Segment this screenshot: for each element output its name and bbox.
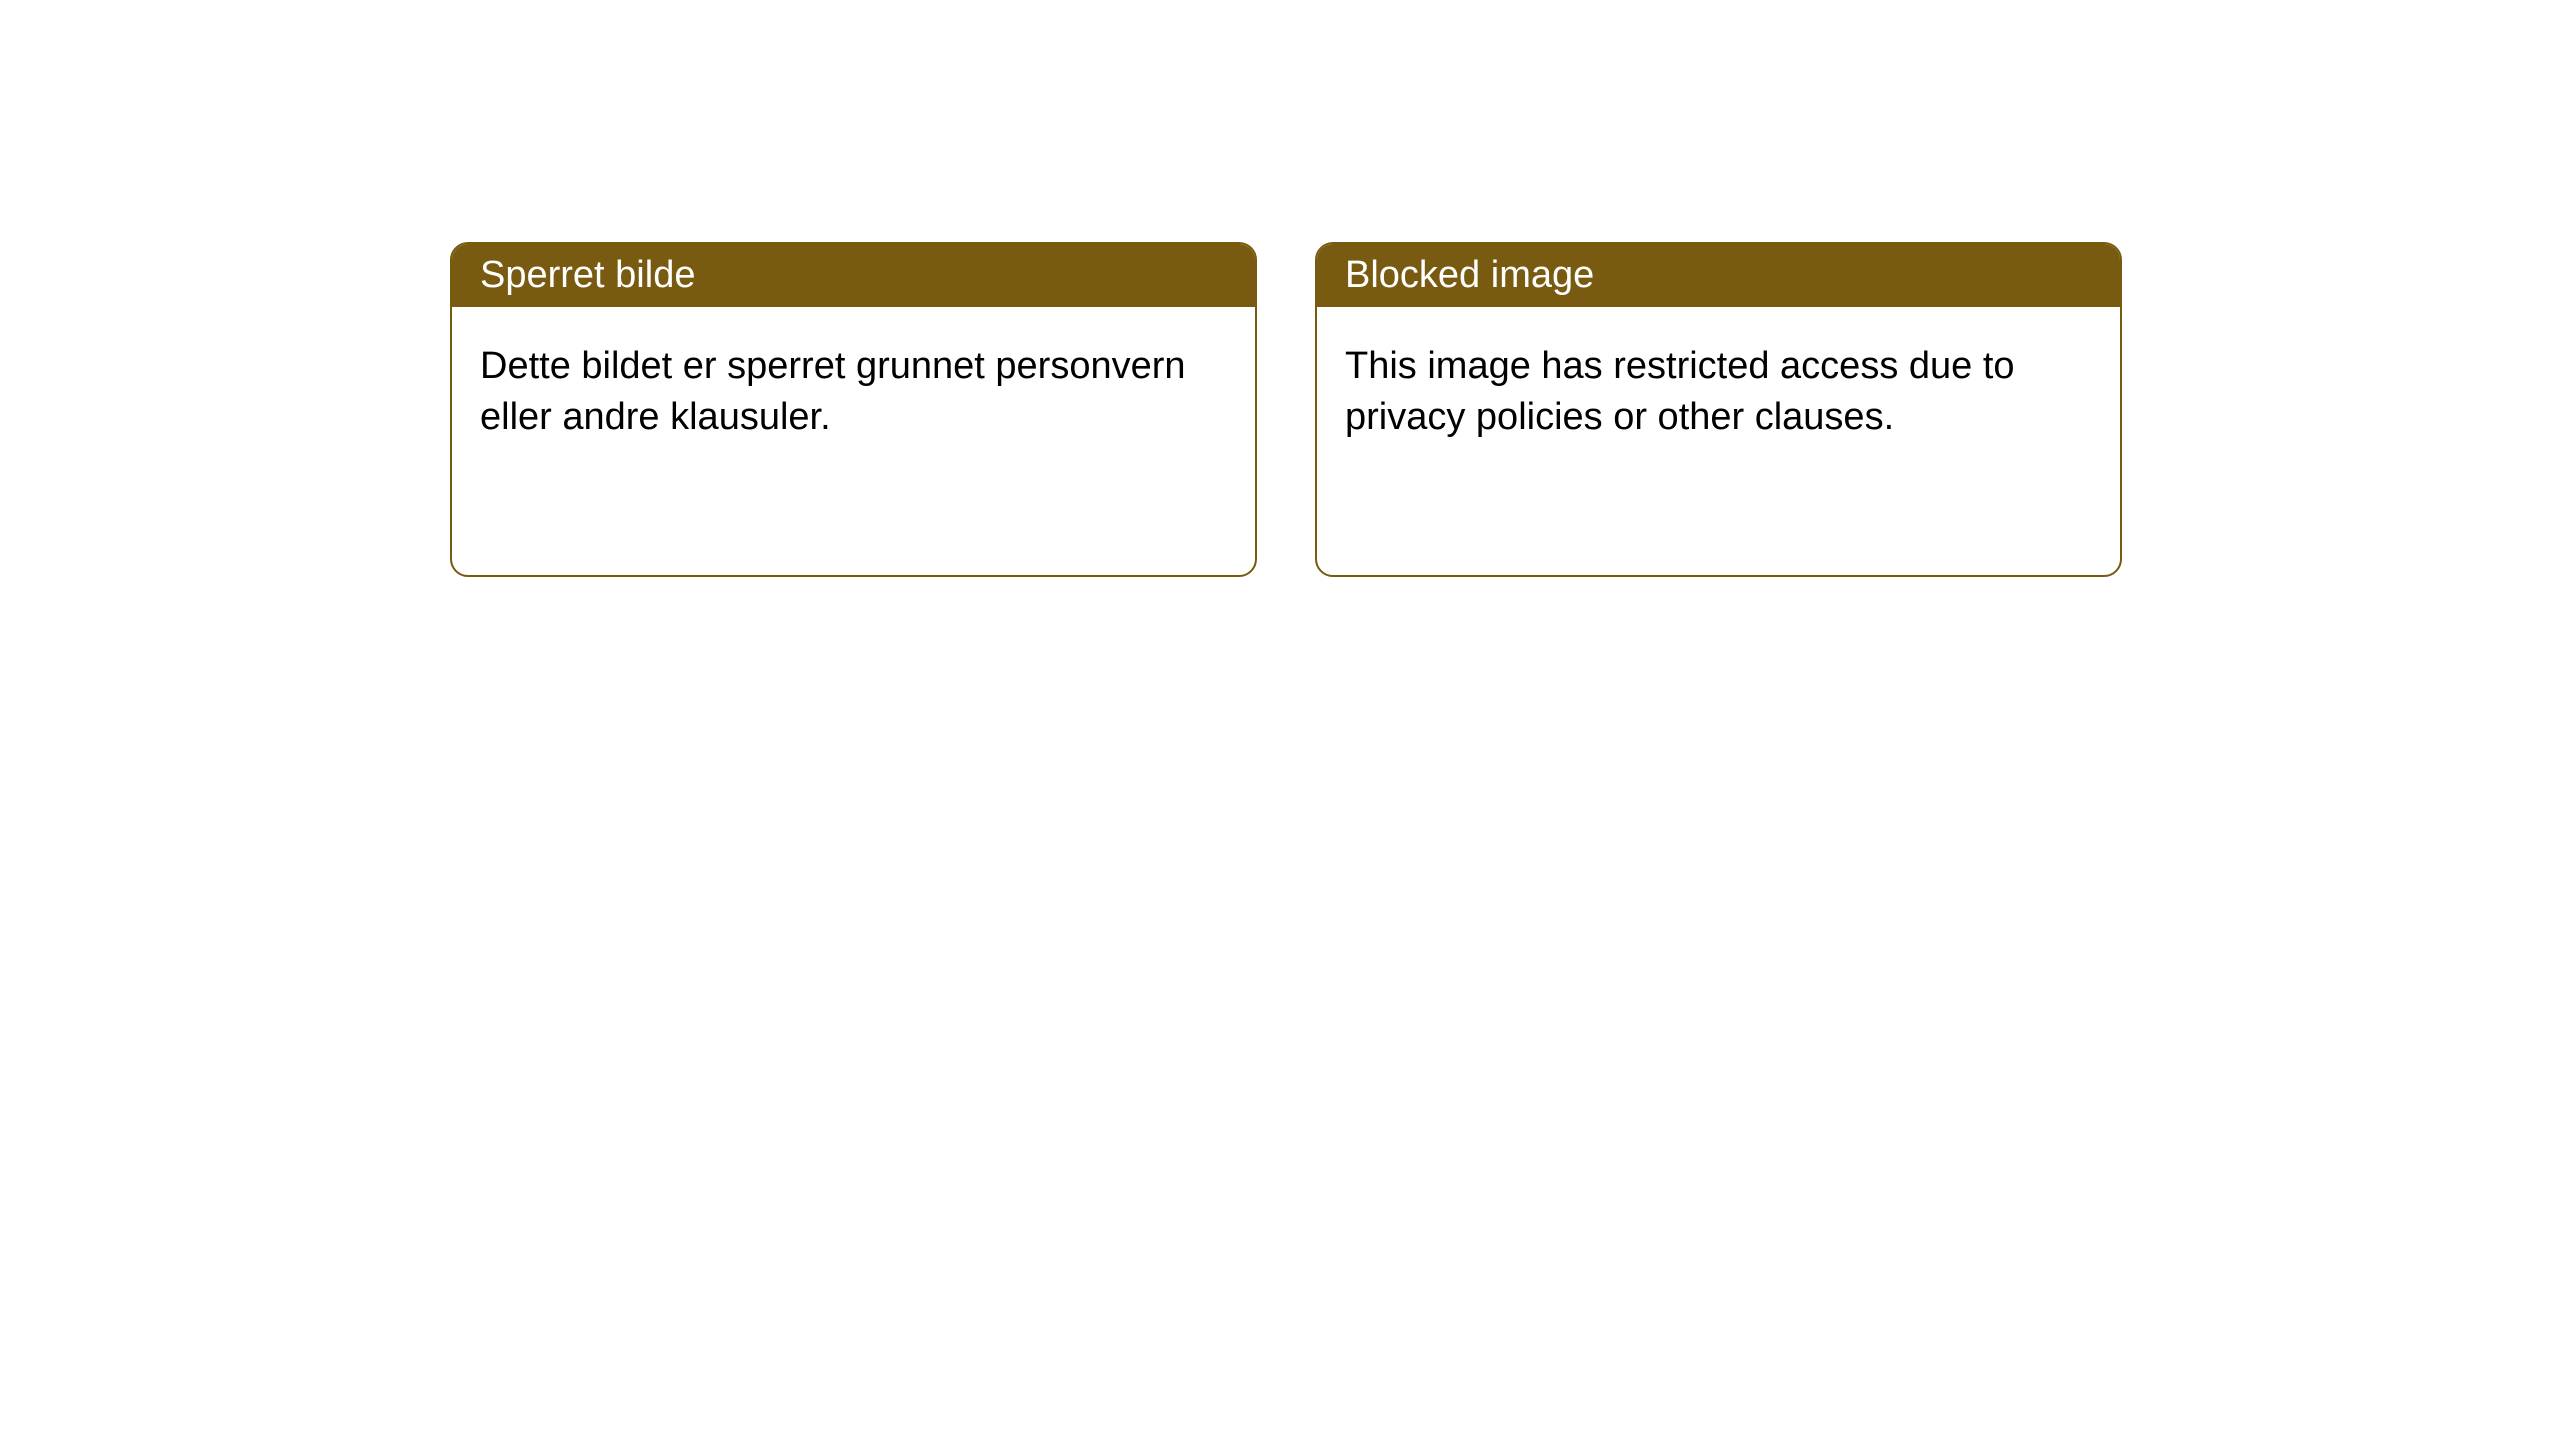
- notice-body-english: This image has restricted access due to …: [1317, 307, 2120, 478]
- notice-box-english: Blocked image This image has restricted …: [1315, 242, 2122, 577]
- notice-container: Sperret bilde Dette bildet er sperret gr…: [450, 242, 2122, 577]
- notice-box-norwegian: Sperret bilde Dette bildet er sperret gr…: [450, 242, 1257, 577]
- notice-body-norwegian: Dette bildet er sperret grunnet personve…: [452, 307, 1255, 478]
- notice-header-norwegian: Sperret bilde: [452, 244, 1255, 307]
- notice-header-english: Blocked image: [1317, 244, 2120, 307]
